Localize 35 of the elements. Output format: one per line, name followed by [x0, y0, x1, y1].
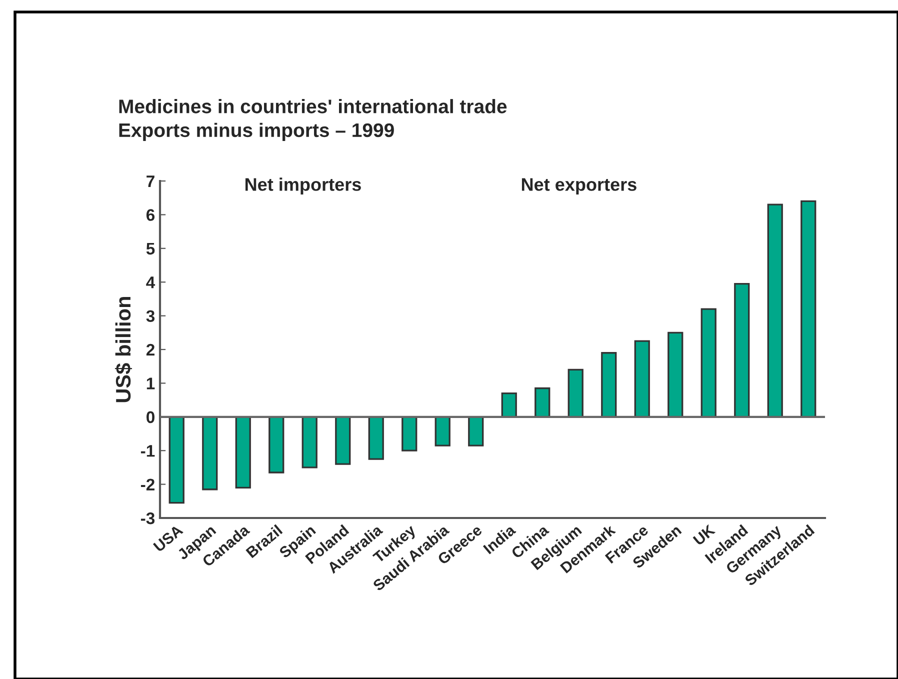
bar	[168, 416, 184, 504]
y-tick-label: 0	[146, 411, 154, 424]
annotation: Net exporters	[522, 178, 636, 194]
bar	[501, 392, 517, 418]
bar	[800, 200, 816, 418]
annotation: Net importers	[245, 178, 361, 194]
bar	[601, 352, 617, 418]
y-axis-title: US$ billion	[114, 296, 132, 402]
bar	[235, 416, 251, 489]
bar	[568, 368, 584, 418]
chart-title: Medicines in countries' international trade Exports minus imports – 1999	[119, 99, 507, 141]
bar	[302, 416, 318, 468]
y-tick-label: -2	[140, 478, 154, 490]
bar	[700, 308, 716, 418]
bar	[335, 416, 351, 465]
bar	[634, 340, 650, 418]
bar	[767, 204, 783, 418]
y-tick-label: 6	[146, 209, 155, 221]
bar	[402, 416, 418, 452]
y-tick-label: 3	[146, 310, 155, 322]
bar	[434, 416, 450, 446]
y-tick-label: -3	[140, 512, 155, 524]
bar	[534, 387, 550, 418]
bar	[668, 332, 684, 418]
y-tick-label: 4	[146, 276, 156, 288]
y-tick-label: 2	[146, 344, 154, 356]
y-tick-label: 1	[146, 378, 155, 390]
y-tick-label: 7	[146, 176, 154, 188]
y-tick-label: 5	[146, 242, 155, 255]
bar	[202, 416, 218, 490]
bar	[468, 416, 484, 446]
bar	[368, 416, 384, 460]
bar	[734, 282, 750, 418]
y-tick-label: -1	[140, 445, 155, 457]
bar	[268, 416, 284, 474]
